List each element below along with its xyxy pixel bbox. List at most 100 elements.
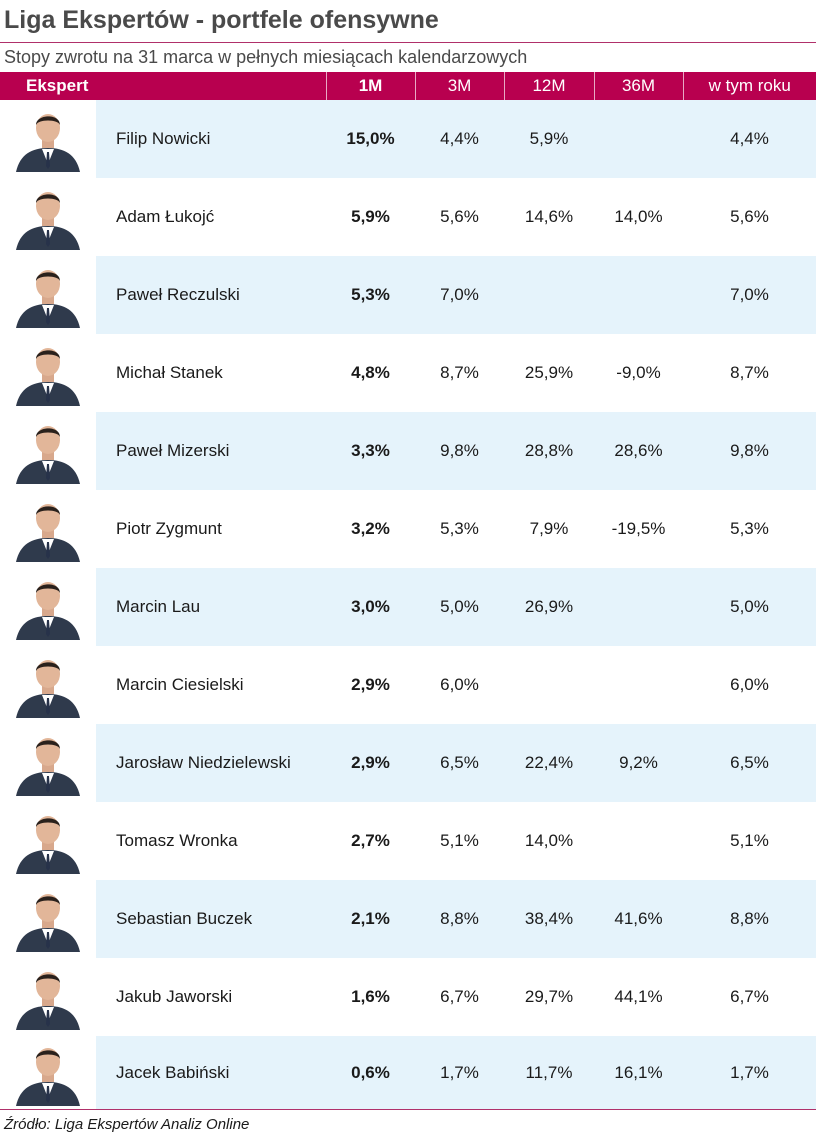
return-ytd-cell: 5,0% bbox=[683, 568, 816, 646]
page-title: Liga Ekspertów - portfele ofensywne bbox=[4, 6, 439, 34]
person-photo-icon bbox=[12, 418, 84, 484]
return-m1-cell: 2,9% bbox=[351, 675, 390, 694]
return-m12-cell: 25,9% bbox=[524, 363, 574, 382]
return-m36-cell: 44,1% bbox=[614, 987, 663, 1006]
return-m3-cell: 5,0% bbox=[415, 568, 504, 646]
table-row: Filip Nowicki 15,0% 4,4% 5,9% 4,4% bbox=[0, 100, 816, 178]
return-ytd-cell: 8,8% bbox=[683, 880, 816, 958]
return-m12-cell: 14,6% bbox=[524, 207, 574, 226]
return-m12-cell: 38,4% bbox=[504, 880, 594, 958]
expert-name: Tomasz Wronka bbox=[116, 831, 238, 850]
return-m3-cell: 7,0% bbox=[415, 256, 504, 334]
return-m36-cell: 41,6% bbox=[594, 880, 683, 958]
return-m1-cell: 2,9% bbox=[326, 724, 415, 802]
expert-photo bbox=[0, 958, 96, 1036]
return-m1-cell: 0,6% bbox=[326, 1036, 415, 1110]
return-m1-cell: 5,3% bbox=[326, 256, 415, 334]
return-m3-cell: 5,1% bbox=[440, 831, 479, 850]
header-ytd: w tym roku bbox=[682, 72, 816, 100]
expert-photo bbox=[0, 256, 96, 334]
return-m12-cell: 14,0% bbox=[524, 831, 574, 850]
person-photo-icon bbox=[12, 886, 84, 952]
expert-name: Piotr Zygmunt bbox=[116, 519, 222, 538]
expert-name: Sebastian Buczek bbox=[96, 880, 326, 958]
return-m36-cell: 16,1% bbox=[594, 1036, 683, 1110]
person-photo-icon bbox=[12, 964, 84, 1030]
expert-name: Jacek Babiński bbox=[96, 1036, 326, 1110]
return-m1-cell: 2,7% bbox=[351, 831, 390, 850]
table-row: Jarosław Niedzielewski 2,9% 6,5% 22,4% 9,2% 6… bbox=[0, 724, 816, 802]
table-row: Piotr Zygmunt 3,2% 5,3% 7,9% -19,5% 5,3% bbox=[0, 490, 816, 568]
return-m1-cell: 5,9% bbox=[351, 207, 390, 226]
return-ytd-cell: 4,4% bbox=[683, 100, 816, 178]
expert-photo bbox=[0, 802, 96, 880]
return-m1-cell: 3,0% bbox=[326, 568, 415, 646]
return-m36-cell bbox=[594, 646, 683, 724]
header-3m: 3M bbox=[414, 72, 504, 100]
expert-photo bbox=[0, 334, 96, 412]
return-m1-cell: 3,2% bbox=[351, 519, 390, 538]
header-1m: 1M bbox=[325, 72, 415, 100]
return-ytd-cell: 7,0% bbox=[683, 256, 816, 334]
expert-photo bbox=[0, 568, 96, 646]
return-m3-cell: 8,8% bbox=[415, 880, 504, 958]
person-photo-icon bbox=[12, 808, 84, 874]
person-photo-icon bbox=[12, 496, 84, 562]
table-row: Tomasz Wronka 2,7% 5,1% 14,0% 5,1% bbox=[0, 802, 816, 880]
person-photo-icon bbox=[12, 106, 84, 172]
return-m36-cell: -19,5% bbox=[611, 519, 666, 538]
expert-name: Filip Nowicki bbox=[96, 100, 326, 178]
return-m12-cell bbox=[504, 256, 594, 334]
table-row: Sebastian Buczek 2,1% 8,8% 38,4% 41,6% 8,8% bbox=[0, 880, 816, 958]
person-photo-icon bbox=[12, 574, 84, 640]
table-row: Paweł Reczulski 5,3% 7,0% 7,0% bbox=[0, 256, 816, 334]
header-expert: Ekspert bbox=[0, 72, 326, 100]
table-header-row: Ekspert 1M 3M 12M 36M w tym roku bbox=[0, 72, 816, 100]
table-row: Marcin Lau 3,0% 5,0% 26,9% 5,0% bbox=[0, 568, 816, 646]
expert-name: Michał Stanek bbox=[116, 363, 223, 382]
return-m36-cell: 28,6% bbox=[594, 412, 683, 490]
return-m3-cell: 4,4% bbox=[415, 100, 504, 178]
person-photo-icon bbox=[12, 1040, 84, 1106]
header-12m: 12M bbox=[503, 72, 594, 100]
expert-name: Jakub Jaworski bbox=[116, 987, 233, 1006]
expert-photo bbox=[0, 412, 96, 490]
page-subtitle: Stopy zwrotu na 31 marca w pełnych miesi… bbox=[4, 47, 528, 67]
return-m36-cell bbox=[594, 100, 683, 178]
expert-name: Marcin Ciesielski bbox=[116, 675, 244, 694]
return-m36-cell: -9,0% bbox=[616, 363, 661, 382]
table-row: Paweł Mizerski 3,3% 9,8% 28,8% 28,6% 9,8% bbox=[0, 412, 816, 490]
expert-name: Paweł Reczulski bbox=[96, 256, 326, 334]
return-ytd-cell: 1,7% bbox=[683, 1036, 816, 1110]
expert-photo bbox=[0, 100, 96, 178]
return-ytd-cell: 5,1% bbox=[730, 831, 769, 850]
table-row: Jacek Babiński 0,6% 1,7% 11,7% 16,1% 1,7% bbox=[0, 1036, 816, 1110]
expert-name: Jarosław Niedzielewski bbox=[96, 724, 326, 802]
header-36m: 36M bbox=[593, 72, 683, 100]
return-m3-cell: 6,7% bbox=[440, 987, 479, 1006]
return-m1-cell: 3,3% bbox=[326, 412, 415, 490]
return-m3-cell: 1,7% bbox=[415, 1036, 504, 1110]
return-ytd-cell: 6,7% bbox=[730, 987, 769, 1006]
return-m12-cell: 7,9% bbox=[529, 519, 569, 538]
return-m3-cell: 6,0% bbox=[440, 675, 479, 694]
return-ytd-cell: 5,3% bbox=[730, 519, 769, 538]
expert-photo bbox=[0, 646, 96, 724]
person-photo-icon bbox=[12, 262, 84, 328]
return-m12-cell bbox=[504, 646, 594, 724]
expert-photo bbox=[0, 490, 96, 568]
return-ytd-cell: 6,5% bbox=[683, 724, 816, 802]
expert-photo bbox=[0, 178, 96, 256]
return-m12-cell: 26,9% bbox=[504, 568, 594, 646]
return-m12-cell: 28,8% bbox=[504, 412, 594, 490]
return-m3-cell: 8,7% bbox=[440, 363, 479, 382]
return-m1-cell: 15,0% bbox=[326, 100, 415, 178]
title-divider bbox=[0, 42, 816, 43]
return-m12-cell: 11,7% bbox=[504, 1036, 594, 1110]
return-m3-cell: 6,5% bbox=[415, 724, 504, 802]
return-m3-cell: 5,3% bbox=[440, 519, 479, 538]
table-row: Marcin Ciesielski 2,9% 6,0% 6,0% bbox=[0, 646, 816, 724]
return-m12-cell: 5,9% bbox=[504, 100, 594, 178]
person-photo-icon bbox=[12, 730, 84, 796]
expert-photo bbox=[0, 724, 96, 802]
